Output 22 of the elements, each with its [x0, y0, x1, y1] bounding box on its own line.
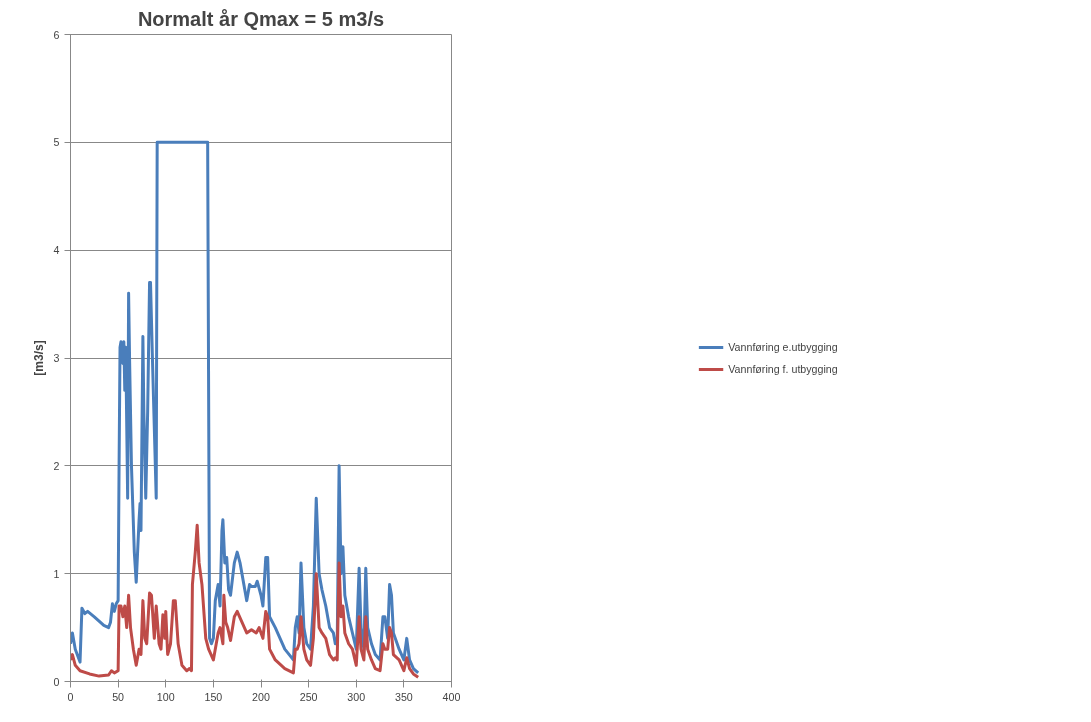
y-tick-label: 6: [53, 28, 60, 41]
x-tick-label: 300: [347, 690, 366, 703]
line-series: [70, 523, 420, 679]
x-tick-label: 250: [299, 690, 318, 703]
y-tick-label: 0: [53, 675, 60, 688]
y-tick-label: 1: [53, 567, 60, 580]
x-tick-label: 100: [156, 690, 175, 703]
x-tick-label: 0: [67, 690, 74, 703]
line-series: [70, 140, 420, 675]
chart-title: Normalt år Qmax = 5 m3/s: [137, 7, 385, 30]
legend-label: Vannføring e.utbygging: [728, 340, 838, 353]
y-tick-label: 5: [53, 136, 60, 149]
y-axis-title: [m3/s]: [31, 340, 46, 376]
x-tick-label: 50: [112, 690, 125, 703]
legend-label: Vannføring f. utbygging: [728, 362, 838, 375]
x-tick-label: 200: [252, 690, 270, 703]
x-tick-label: 150: [204, 690, 223, 703]
y-tick-label: 4: [53, 244, 60, 257]
x-tick-label: 350: [394, 690, 413, 703]
y-tick-label: 3: [53, 352, 60, 364]
y-tick-label: 2: [53, 459, 60, 472]
x-tick-label: 400: [442, 690, 461, 703]
